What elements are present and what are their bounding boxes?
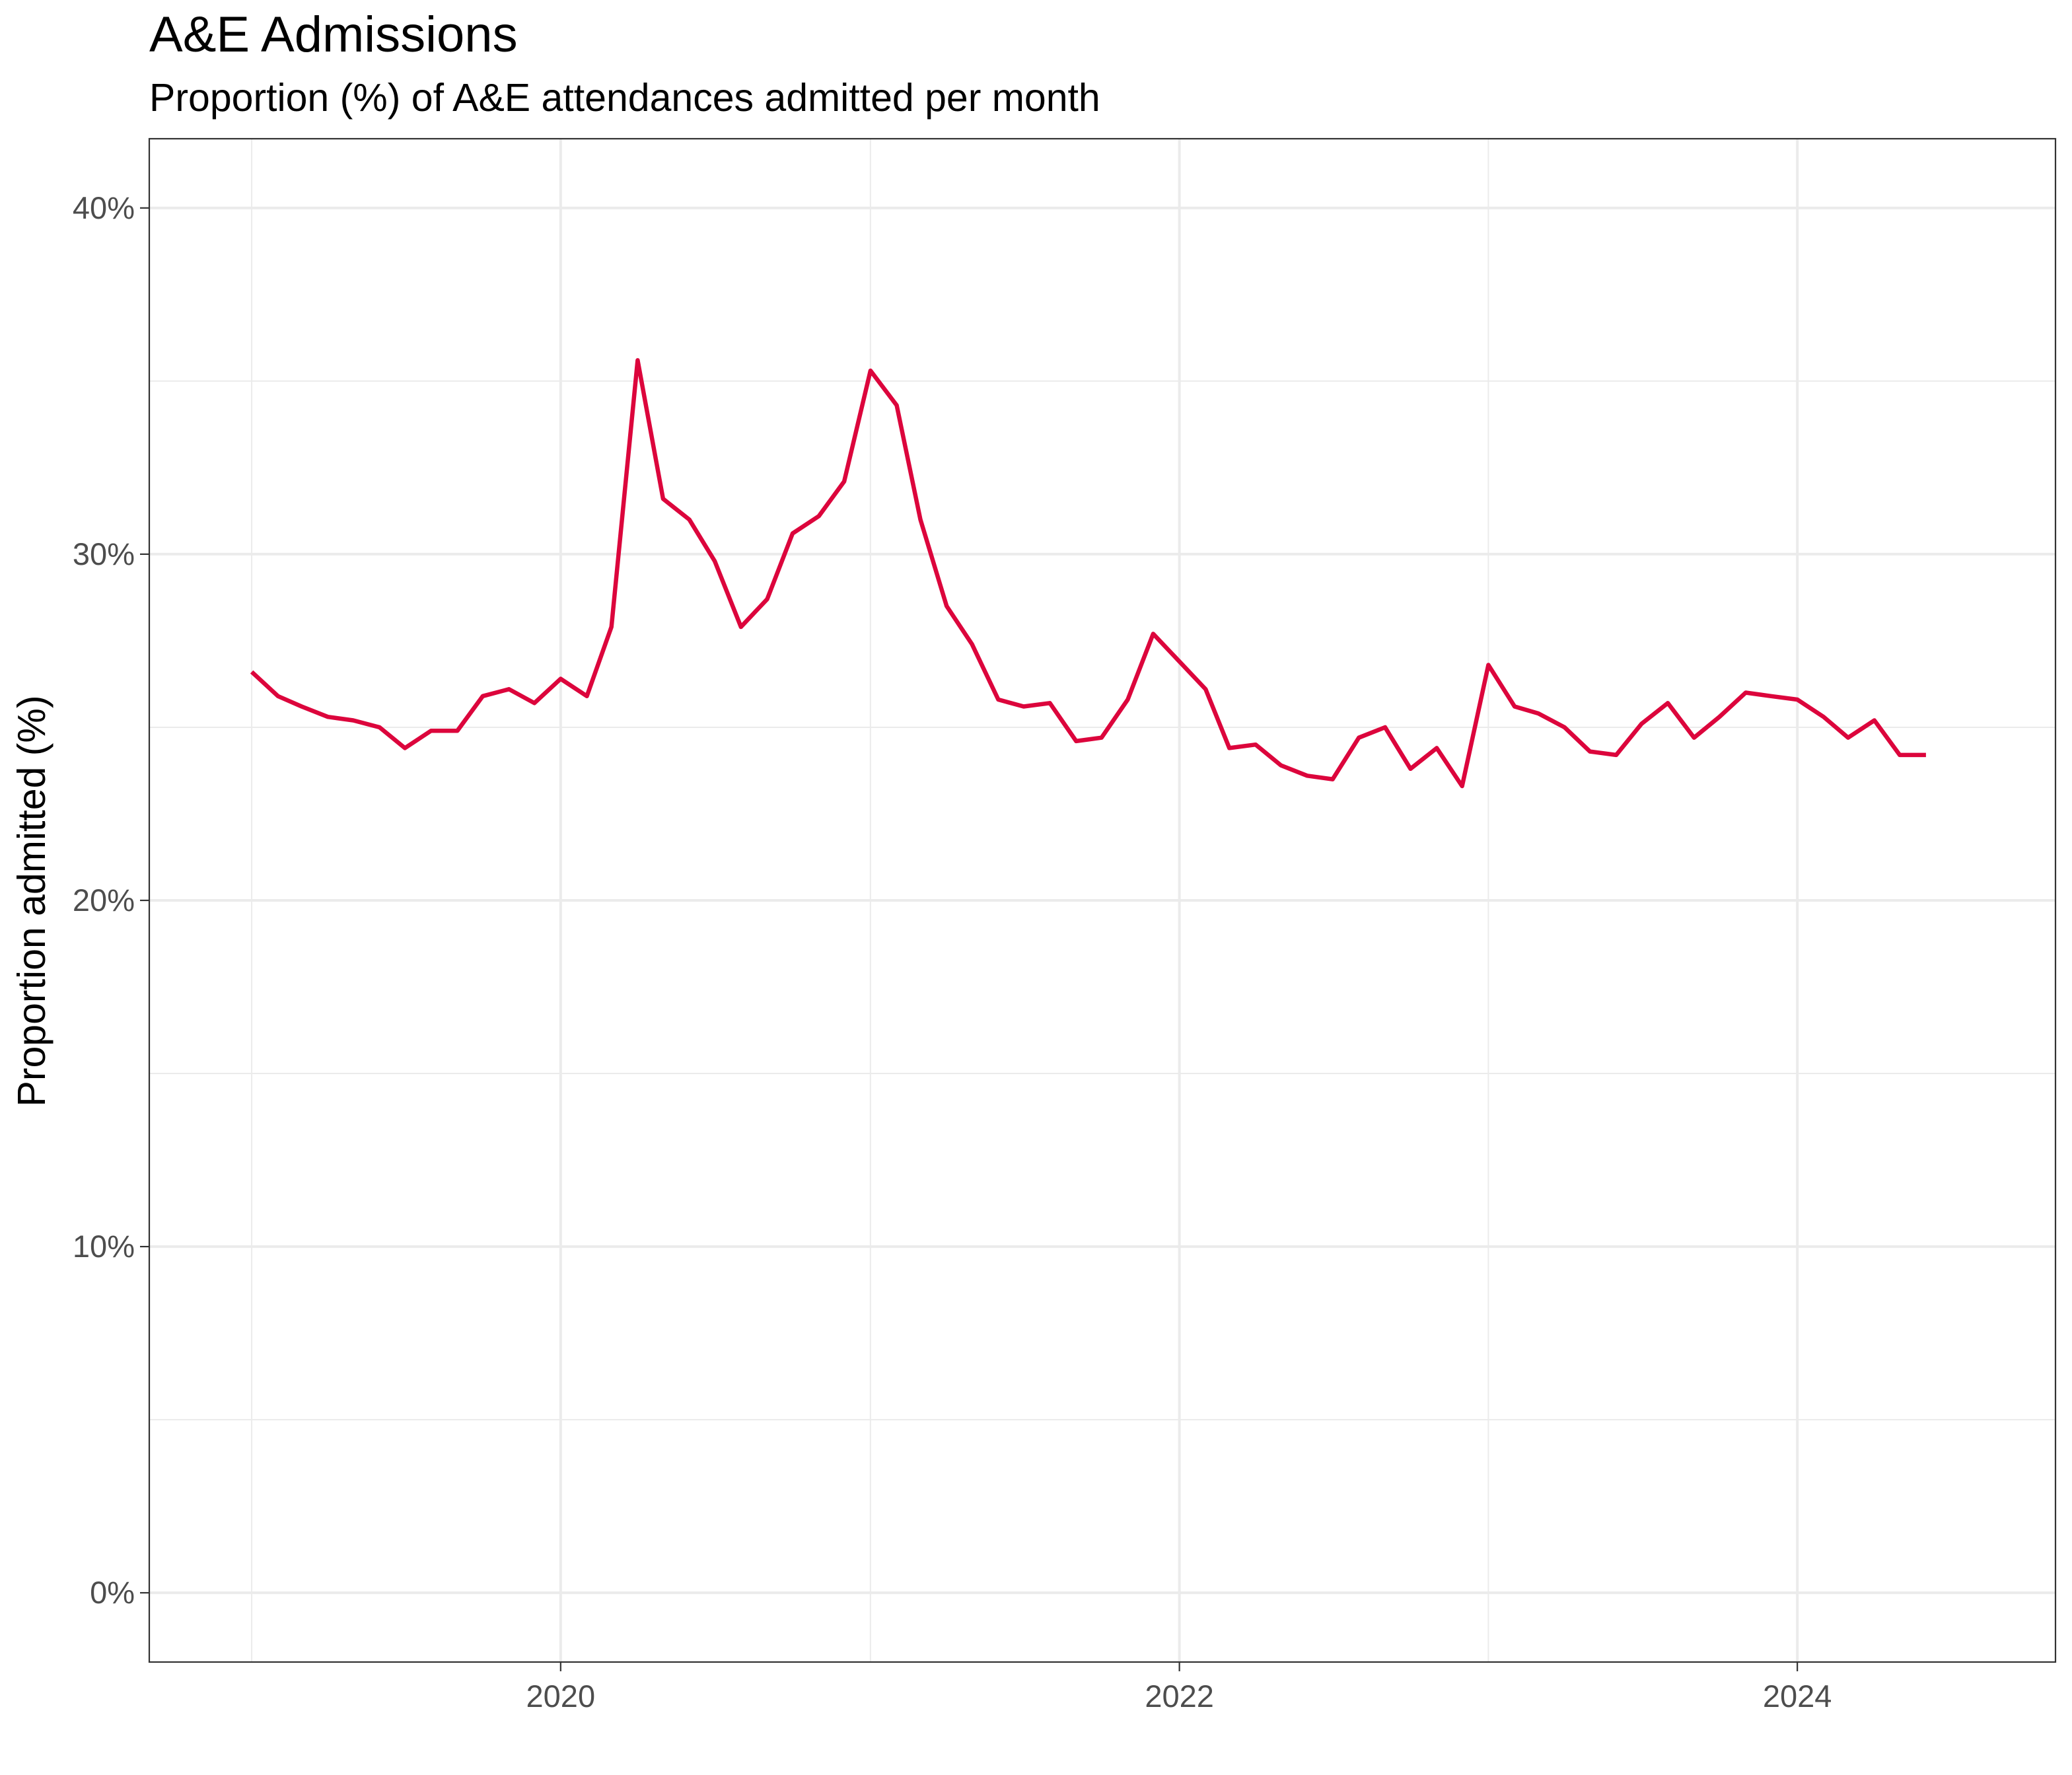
y-tick-label: 40% [73,190,135,225]
y-tick-label: 20% [73,883,135,918]
y-tick-label: 0% [90,1575,135,1610]
series-layer [250,358,1926,789]
axes: 0% 10% 20% 30% 40% 2020 2022 2024 [73,190,1832,1714]
y-tick-label: 30% [73,536,135,571]
series-line [250,358,1926,789]
x-tick-label: 2022 [1145,1679,1214,1714]
y-axis-label: Proportion admitted (%) [10,695,54,1106]
x-tick-label: 2020 [526,1679,596,1714]
chart-title: A&E Admissions [149,7,518,63]
y-tick-label: 10% [73,1229,135,1264]
chart-subtitle: Proportion (%) of A&E attendances admitt… [149,76,1100,120]
x-tick-label: 2024 [1763,1679,1832,1714]
gridlines [149,139,2055,1662]
